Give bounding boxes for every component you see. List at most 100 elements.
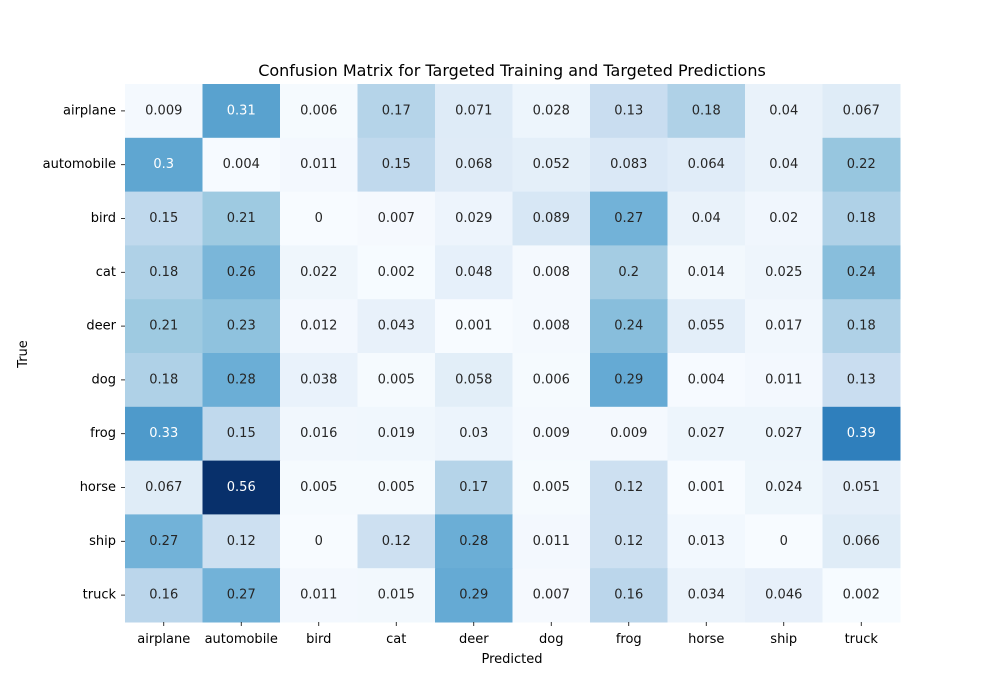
cell-value-horse-horse: 0.001 <box>688 480 725 495</box>
cell-value-ship-dog: 0.011 <box>533 534 570 549</box>
heatmap-cell-frog-deer <box>435 406 513 462</box>
y-tick-label-frog: frog <box>90 426 116 441</box>
heatmap-cell-dog-truck <box>822 353 901 408</box>
cell-value-bird-ship: 0.02 <box>769 211 798 226</box>
heatmap-cell-horse-horse <box>667 460 746 515</box>
cell-value-cat-airplane: 0.18 <box>149 265 178 280</box>
cell-value-dog-automobile: 0.28 <box>227 372 256 387</box>
heatmap-cell-horse-bird <box>280 460 358 515</box>
cell-value-dog-ship: 0.011 <box>765 372 802 387</box>
cell-value-bird-deer: 0.029 <box>455 211 492 226</box>
cell-value-truck-airplane: 0.16 <box>149 588 178 603</box>
heatmap-cell-frog-truck <box>822 406 901 462</box>
cell-value-frog-horse: 0.027 <box>688 426 725 441</box>
cell-value-truck-truck: 0.002 <box>843 588 880 603</box>
cell-value-ship-ship: 0 <box>780 534 788 549</box>
heatmap-cell-dog-deer <box>435 353 513 408</box>
cell-value-dog-truck: 0.13 <box>847 372 876 387</box>
cell-value-truck-bird: 0.011 <box>300 588 337 603</box>
y-tick-label-deer: deer <box>86 319 116 334</box>
heatmap-cell-truck-bird <box>280 568 358 623</box>
heatmap-cell-cat-truck <box>822 245 901 300</box>
cell-value-airplane-truck: 0.067 <box>843 103 880 118</box>
heatmap-cell-horse-cat <box>357 460 436 515</box>
heatmap-cell-bird-cat <box>357 191 436 246</box>
y-tick-label-ship: ship <box>89 534 116 549</box>
cell-value-deer-cat: 0.043 <box>378 319 415 334</box>
heatmap-cell-horse-automobile <box>202 460 281 515</box>
x-tick-label-truck: truck <box>845 632 879 647</box>
heatmap-cell-automobile-dog <box>512 137 591 193</box>
heatmap-cell-bird-frog <box>590 191 668 246</box>
heatmap-cell-bird-airplane <box>125 191 203 246</box>
cell-value-bird-cat: 0.007 <box>378 211 415 226</box>
heatmap-cell-truck-horse <box>667 568 746 623</box>
heatmap-cell-deer-automobile <box>202 299 281 354</box>
heatmap-cell-cat-dog <box>512 245 591 300</box>
cell-value-dog-deer: 0.058 <box>455 372 492 387</box>
cell-value-deer-bird: 0.012 <box>300 319 337 334</box>
heatmap-cell-truck-automobile <box>202 568 281 623</box>
heatmap-cell-ship-deer <box>435 514 513 569</box>
cell-value-cat-deer: 0.048 <box>455 265 492 280</box>
y-tick-label-cat: cat <box>96 265 116 280</box>
cell-value-frog-cat: 0.019 <box>378 426 415 441</box>
heatmap-cell-truck-truck <box>822 568 901 623</box>
cell-value-automobile-frog: 0.083 <box>610 157 647 172</box>
cell-value-automobile-automobile: 0.004 <box>223 157 260 172</box>
cell-value-truck-cat: 0.015 <box>378 588 415 603</box>
cell-value-deer-airplane: 0.21 <box>149 319 178 334</box>
heatmap-cell-frog-frog <box>590 406 668 462</box>
heatmap-cell-deer-deer <box>435 299 513 354</box>
heatmap-cell-ship-airplane <box>125 514 203 569</box>
cell-value-airplane-dog: 0.028 <box>533 103 570 118</box>
heatmap-cell-airplane-dog <box>512 84 591 139</box>
heatmap-cell-deer-frog <box>590 299 668 354</box>
heatmap-cell-automobile-automobile <box>202 137 281 193</box>
x-tick-label-bird: bird <box>306 632 331 647</box>
heatmap-cell-deer-dog <box>512 299 591 354</box>
heatmap-cell-airplane-horse <box>667 84 746 139</box>
cell-value-airplane-ship: 0.04 <box>769 103 798 118</box>
heatmap-cell-airplane-airplane <box>125 84 203 139</box>
heatmap-cell-frog-dog <box>512 406 591 462</box>
x-tick-label-airplane: airplane <box>137 632 190 647</box>
y-tick-label-airplane: airplane <box>63 103 116 118</box>
cell-value-ship-cat: 0.12 <box>382 534 411 549</box>
heatmap-cell-horse-deer <box>435 460 513 515</box>
cell-value-ship-bird: 0 <box>315 534 323 549</box>
heatmap-cell-cat-automobile <box>202 245 281 300</box>
heatmap-cell-airplane-truck <box>822 84 901 139</box>
heatmap-cell-frog-cat <box>357 406 436 462</box>
cell-value-truck-dog: 0.007 <box>533 588 570 603</box>
y-tick-label-bird: bird <box>91 211 116 226</box>
heatmap-cell-airplane-bird <box>280 84 358 139</box>
heatmap-cell-dog-automobile <box>202 353 281 408</box>
x-tick-label-cat: cat <box>386 632 406 647</box>
cell-value-truck-horse: 0.034 <box>688 588 725 603</box>
cell-value-horse-deer: 0.17 <box>459 480 488 495</box>
heatmap-cell-horse-truck <box>822 460 901 515</box>
cell-value-ship-horse: 0.013 <box>688 534 725 549</box>
heatmap-cell-bird-truck <box>822 191 901 246</box>
heatmap-cell-cat-horse <box>667 245 746 300</box>
cell-value-truck-automobile: 0.27 <box>227 588 256 603</box>
y-tick-label-truck: truck <box>83 588 117 603</box>
cell-value-horse-automobile: 0.56 <box>227 480 256 495</box>
x-tick-label-automobile: automobile <box>205 632 278 647</box>
cell-value-airplane-frog: 0.13 <box>614 103 643 118</box>
cell-value-dog-bird: 0.038 <box>300 372 337 387</box>
y-axis-ticks: airplane automobile bird cat deer dog frog hors… <box>43 103 125 603</box>
cell-value-deer-horse: 0.055 <box>688 319 725 334</box>
heatmap-cell-deer-cat <box>357 299 436 354</box>
cell-value-cat-horse: 0.014 <box>688 265 725 280</box>
heatmap-cell-cat-deer <box>435 245 513 300</box>
heatmap-cell-truck-cat <box>357 568 436 623</box>
heatmap-cell-ship-automobile <box>202 514 281 569</box>
heatmap-cell-horse-airplane <box>125 460 203 515</box>
heatmap-cell-frog-horse <box>667 406 746 462</box>
heatmap-cell-dog-frog <box>590 353 668 408</box>
heatmap-cell-airplane-automobile <box>202 84 281 139</box>
cell-value-deer-automobile: 0.23 <box>227 319 256 334</box>
cell-value-automobile-ship: 0.04 <box>769 157 798 172</box>
